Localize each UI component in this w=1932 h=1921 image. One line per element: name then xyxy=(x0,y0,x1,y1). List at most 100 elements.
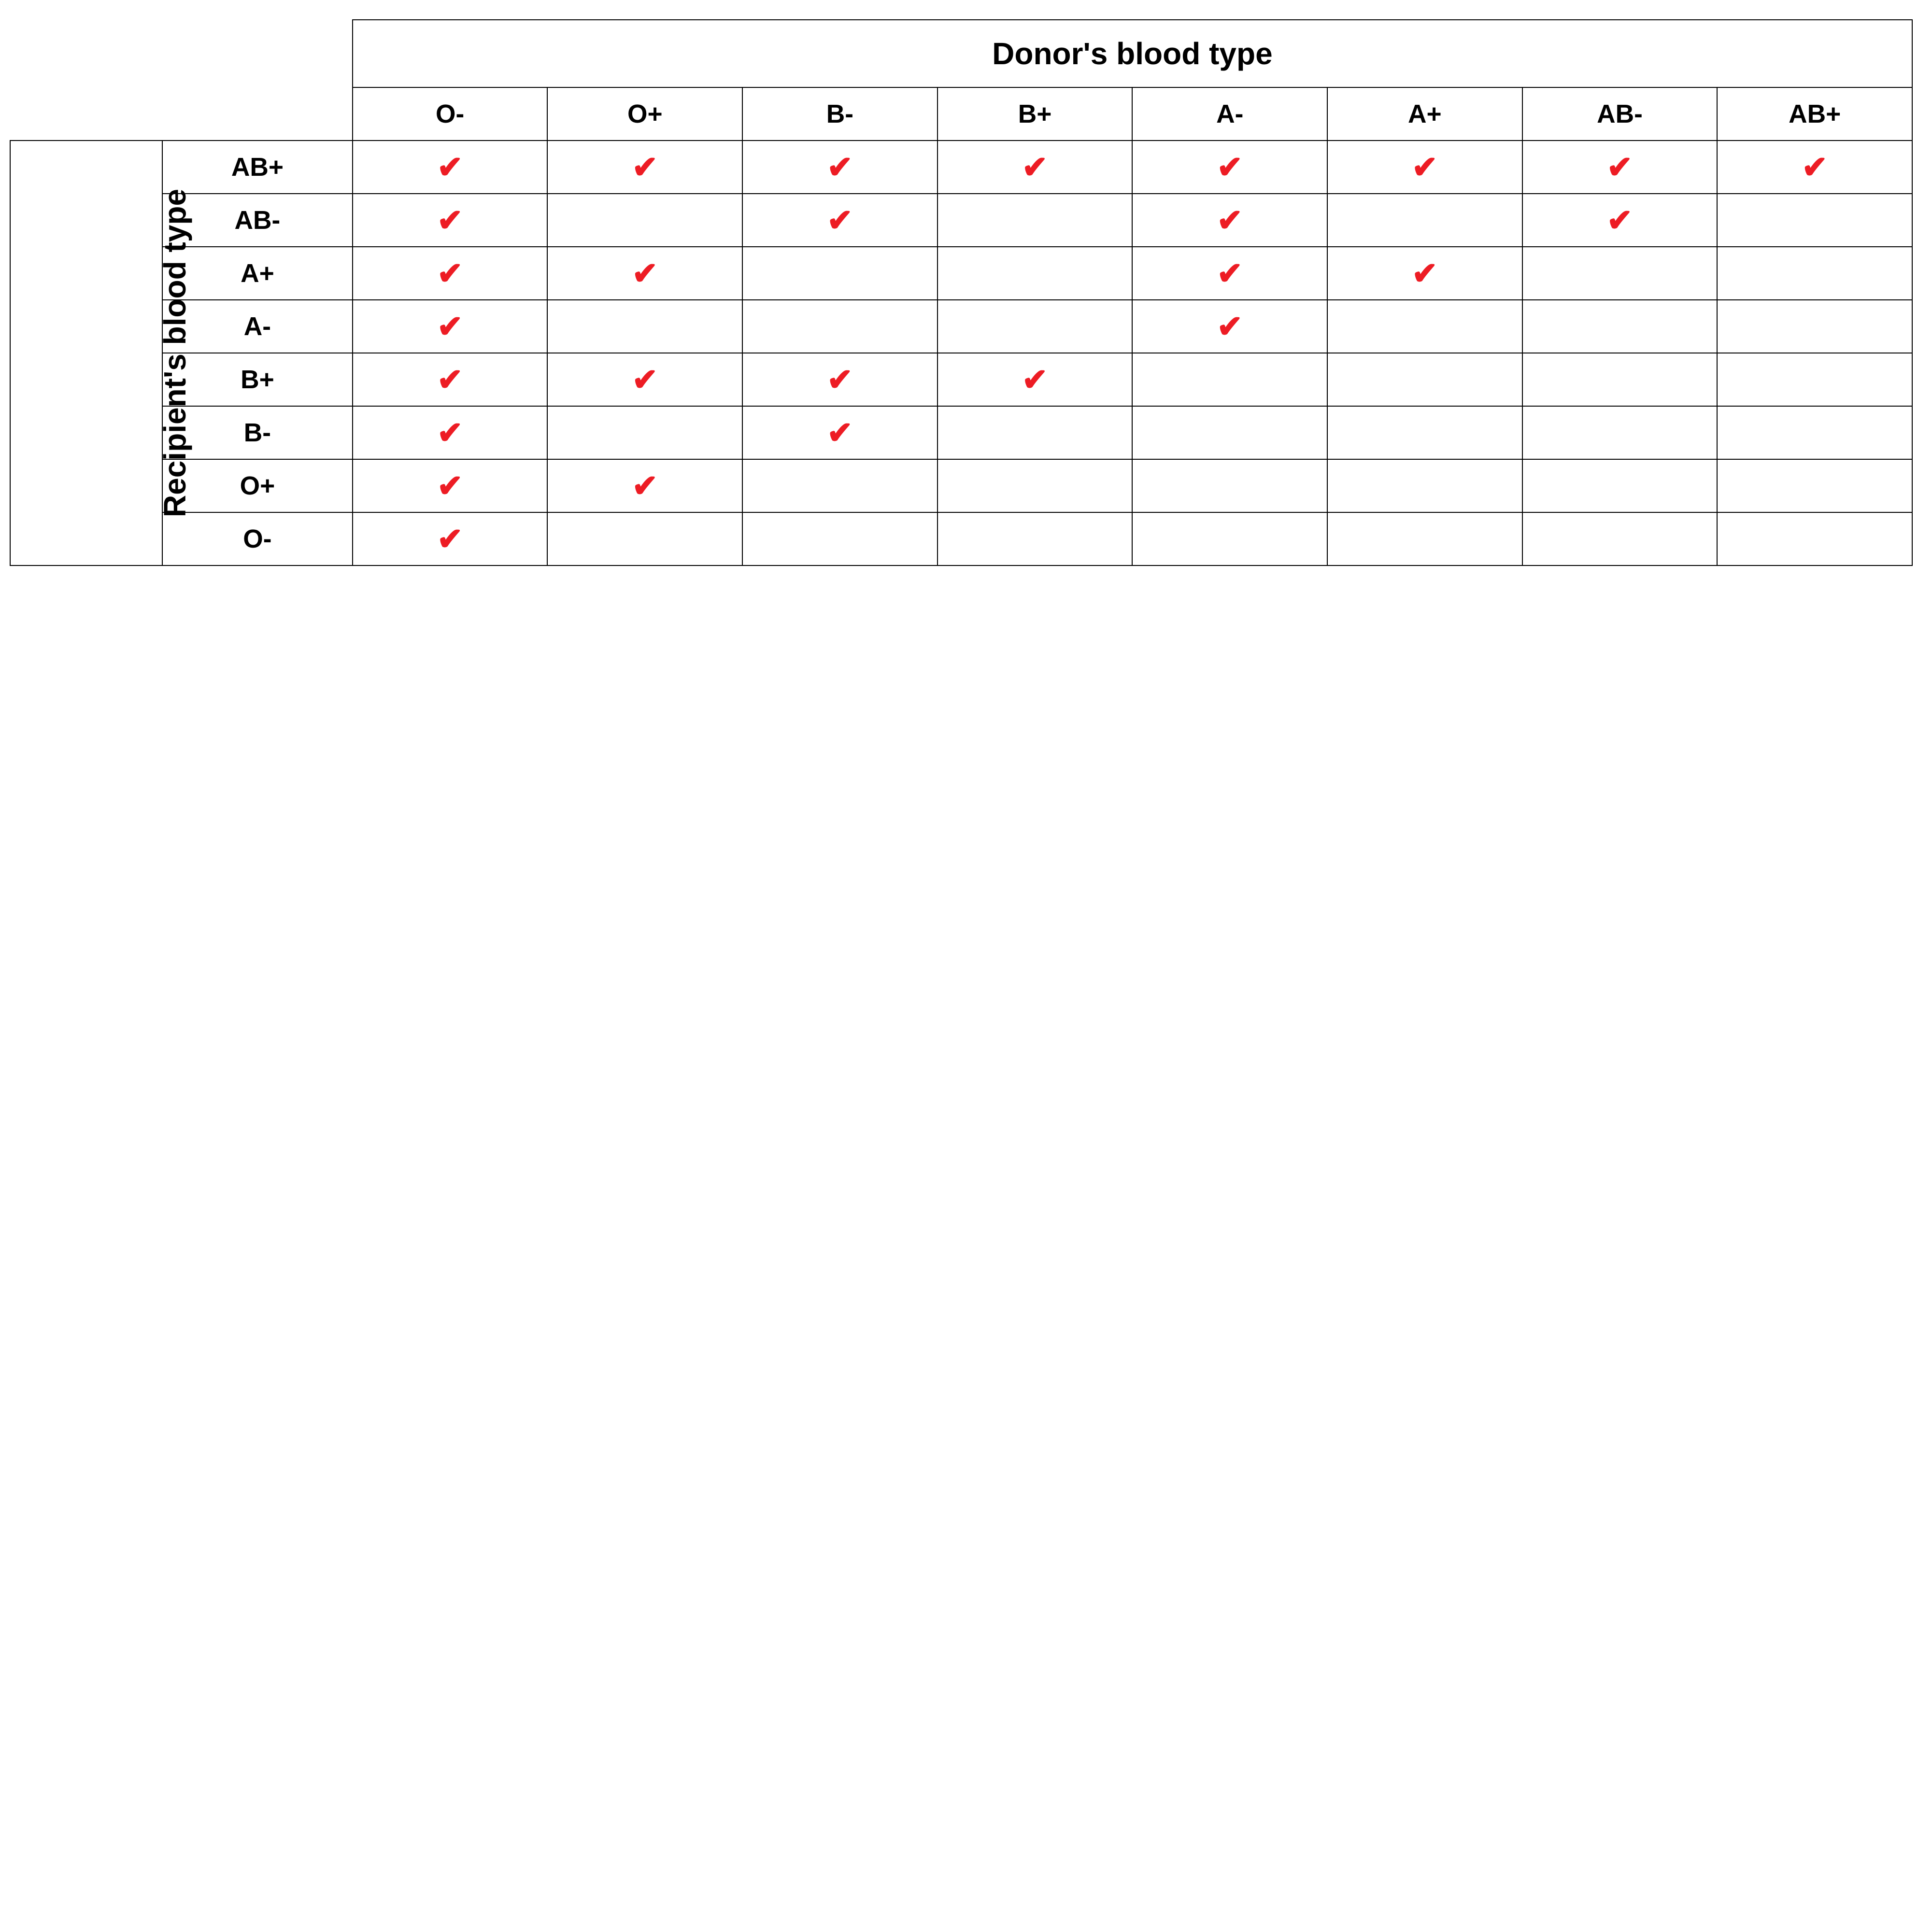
compat-cell: ✔ xyxy=(938,353,1133,406)
compat-cell xyxy=(1522,300,1718,353)
compat-cell: ✔ xyxy=(1132,300,1327,353)
compat-cell xyxy=(1717,406,1912,459)
check-icon: ✔ xyxy=(632,258,658,289)
compat-cell xyxy=(938,512,1133,565)
compat-cell xyxy=(547,300,742,353)
compat-cell: ✔ xyxy=(1132,194,1327,247)
check-icon: ✔ xyxy=(1217,258,1243,289)
check-icon: ✔ xyxy=(1217,152,1243,183)
compat-cell xyxy=(1717,512,1912,565)
compat-cell xyxy=(1327,459,1522,512)
check-icon: ✔ xyxy=(827,205,853,236)
compat-cell xyxy=(1132,406,1327,459)
compat-cell: ✔ xyxy=(1327,141,1522,194)
compat-cell xyxy=(547,406,742,459)
corner-blank xyxy=(10,20,353,141)
compat-cell: ✔ xyxy=(1522,141,1718,194)
compat-cell xyxy=(1327,353,1522,406)
compat-cell xyxy=(1717,247,1912,300)
compat-cell xyxy=(1132,353,1327,406)
donor-col-head: AB+ xyxy=(1717,87,1912,141)
check-icon: ✔ xyxy=(632,470,658,501)
donor-col-head: AB- xyxy=(1522,87,1718,141)
check-icon: ✔ xyxy=(1412,258,1438,289)
compat-cell xyxy=(1327,512,1522,565)
compat-cell xyxy=(1327,300,1522,353)
check-icon: ✔ xyxy=(1412,152,1438,183)
donor-col-head: B- xyxy=(742,87,938,141)
compat-cell: ✔ xyxy=(1132,247,1327,300)
recipient-row-head: AB+ xyxy=(162,141,353,194)
compat-cell: ✔ xyxy=(353,353,548,406)
compat-cell: ✔ xyxy=(1522,194,1718,247)
compat-cell: ✔ xyxy=(547,353,742,406)
compat-cell: ✔ xyxy=(353,406,548,459)
check-icon: ✔ xyxy=(1022,152,1048,183)
check-icon: ✔ xyxy=(827,152,853,183)
compat-cell: ✔ xyxy=(353,300,548,353)
donor-col-head: O+ xyxy=(547,87,742,141)
compat-cell xyxy=(1717,353,1912,406)
compat-cell xyxy=(938,300,1133,353)
check-icon: ✔ xyxy=(827,364,853,395)
check-icon: ✔ xyxy=(437,152,463,183)
compat-cell xyxy=(938,194,1133,247)
compat-cell: ✔ xyxy=(742,353,938,406)
compat-cell: ✔ xyxy=(547,459,742,512)
compat-cell xyxy=(938,459,1133,512)
check-icon: ✔ xyxy=(437,417,463,448)
donor-col-head: B+ xyxy=(938,87,1133,141)
check-icon: ✔ xyxy=(632,364,658,395)
compat-cell xyxy=(1717,300,1912,353)
compat-cell: ✔ xyxy=(1327,247,1522,300)
check-icon: ✔ xyxy=(437,470,463,501)
donor-col-head: A- xyxy=(1132,87,1327,141)
recipient-title-label: Recipient's blood type xyxy=(157,189,193,517)
compat-cell: ✔ xyxy=(353,247,548,300)
compat-cell: ✔ xyxy=(353,459,548,512)
compat-cell xyxy=(1522,512,1718,565)
compat-cell: ✔ xyxy=(938,141,1133,194)
compat-cell xyxy=(1132,459,1327,512)
blood-compatibility-table: Donor's blood typeO-O+B-B+A-A+AB-AB+Reci… xyxy=(10,19,1913,566)
compat-cell xyxy=(1327,406,1522,459)
check-icon: ✔ xyxy=(437,523,463,554)
recipient-row-head: O- xyxy=(162,512,353,565)
compat-cell xyxy=(547,194,742,247)
compat-cell: ✔ xyxy=(742,406,938,459)
check-icon: ✔ xyxy=(1217,205,1243,236)
compat-cell xyxy=(938,406,1133,459)
compat-cell xyxy=(1132,512,1327,565)
compat-cell xyxy=(1717,459,1912,512)
compat-cell xyxy=(1522,406,1718,459)
compat-cell: ✔ xyxy=(742,141,938,194)
check-icon: ✔ xyxy=(437,258,463,289)
donor-col-head: O- xyxy=(353,87,548,141)
compat-cell xyxy=(1522,459,1718,512)
check-icon: ✔ xyxy=(437,205,463,236)
recipient-title: Recipient's blood type xyxy=(10,141,162,565)
compat-cell xyxy=(938,247,1133,300)
check-icon: ✔ xyxy=(437,364,463,395)
compat-cell: ✔ xyxy=(1132,141,1327,194)
check-icon: ✔ xyxy=(632,152,658,183)
check-icon: ✔ xyxy=(1802,152,1828,183)
compat-cell: ✔ xyxy=(547,247,742,300)
compat-cell xyxy=(1522,247,1718,300)
compat-cell xyxy=(1717,194,1912,247)
check-icon: ✔ xyxy=(1022,364,1048,395)
compat-cell xyxy=(742,300,938,353)
compat-cell xyxy=(742,247,938,300)
compat-cell xyxy=(742,459,938,512)
check-icon: ✔ xyxy=(437,311,463,342)
donor-title: Donor's blood type xyxy=(353,20,1912,87)
check-icon: ✔ xyxy=(1607,205,1633,236)
compat-cell xyxy=(1327,194,1522,247)
check-icon: ✔ xyxy=(1607,152,1633,183)
compat-cell: ✔ xyxy=(547,141,742,194)
compat-cell xyxy=(742,512,938,565)
compat-cell: ✔ xyxy=(353,141,548,194)
compat-cell: ✔ xyxy=(1717,141,1912,194)
donor-col-head: A+ xyxy=(1327,87,1522,141)
compat-cell xyxy=(547,512,742,565)
